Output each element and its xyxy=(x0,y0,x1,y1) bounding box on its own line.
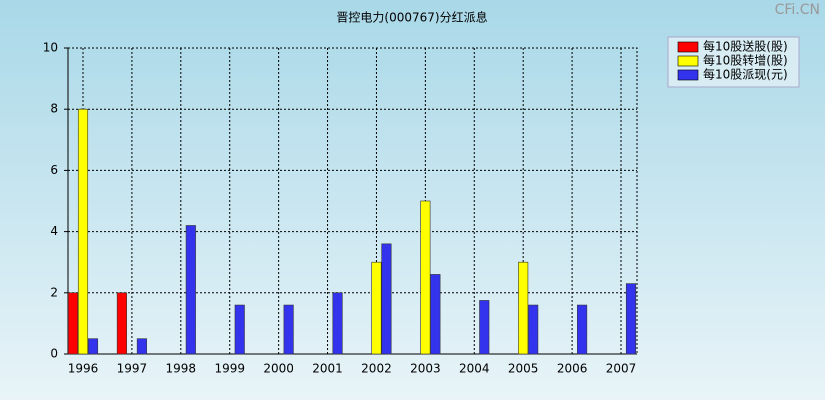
x-tick-label: 1997 xyxy=(117,362,148,376)
bar xyxy=(332,292,343,355)
bar xyxy=(420,200,431,355)
bar xyxy=(185,225,196,355)
bar xyxy=(430,274,441,355)
bar xyxy=(381,243,392,355)
bar xyxy=(116,292,127,355)
legend-label: 每10股转增(股) xyxy=(703,53,788,68)
x-tick-label: 1998 xyxy=(166,362,197,376)
bar xyxy=(625,283,637,355)
bar xyxy=(77,108,89,355)
y-tick-label: 10 xyxy=(43,41,58,55)
x-tick-label: 2005 xyxy=(508,362,539,376)
x-tick-label: 1999 xyxy=(214,362,245,376)
x-tick-label: 2006 xyxy=(557,362,588,376)
y-tick-label: 2 xyxy=(50,285,58,299)
bar xyxy=(234,304,245,355)
legend-swatch xyxy=(677,41,699,53)
legend-label: 每10股送股(股) xyxy=(703,39,788,54)
bar xyxy=(577,304,588,355)
y-tick-label: 6 xyxy=(50,163,58,177)
bar xyxy=(518,261,529,355)
chart-title: 晋控电力(000767)分红派息 xyxy=(336,10,487,25)
bar xyxy=(283,304,294,355)
x-tick-label: 2002 xyxy=(361,362,392,376)
watermark: CFi.CN xyxy=(775,2,820,18)
legend-swatch xyxy=(677,69,699,81)
bar xyxy=(479,300,490,355)
x-tick-label: 2007 xyxy=(606,362,637,376)
x-tick-label: 2001 xyxy=(312,362,343,376)
x-tick-label: 1996 xyxy=(68,362,99,376)
y-tick-label: 0 xyxy=(50,347,58,361)
legend-swatch xyxy=(677,55,699,67)
x-tick-label: 2004 xyxy=(459,362,490,376)
x-tick-label: 2000 xyxy=(263,362,294,376)
bar xyxy=(371,261,382,355)
legend-label: 每10股派现(元) xyxy=(703,67,788,82)
bar xyxy=(67,292,79,355)
x-tick-label: 2003 xyxy=(410,362,441,376)
bar xyxy=(136,338,147,355)
y-tick-label: 8 xyxy=(50,102,58,116)
bar xyxy=(87,338,99,355)
bar xyxy=(528,304,539,355)
y-tick-label: 4 xyxy=(50,224,58,238)
